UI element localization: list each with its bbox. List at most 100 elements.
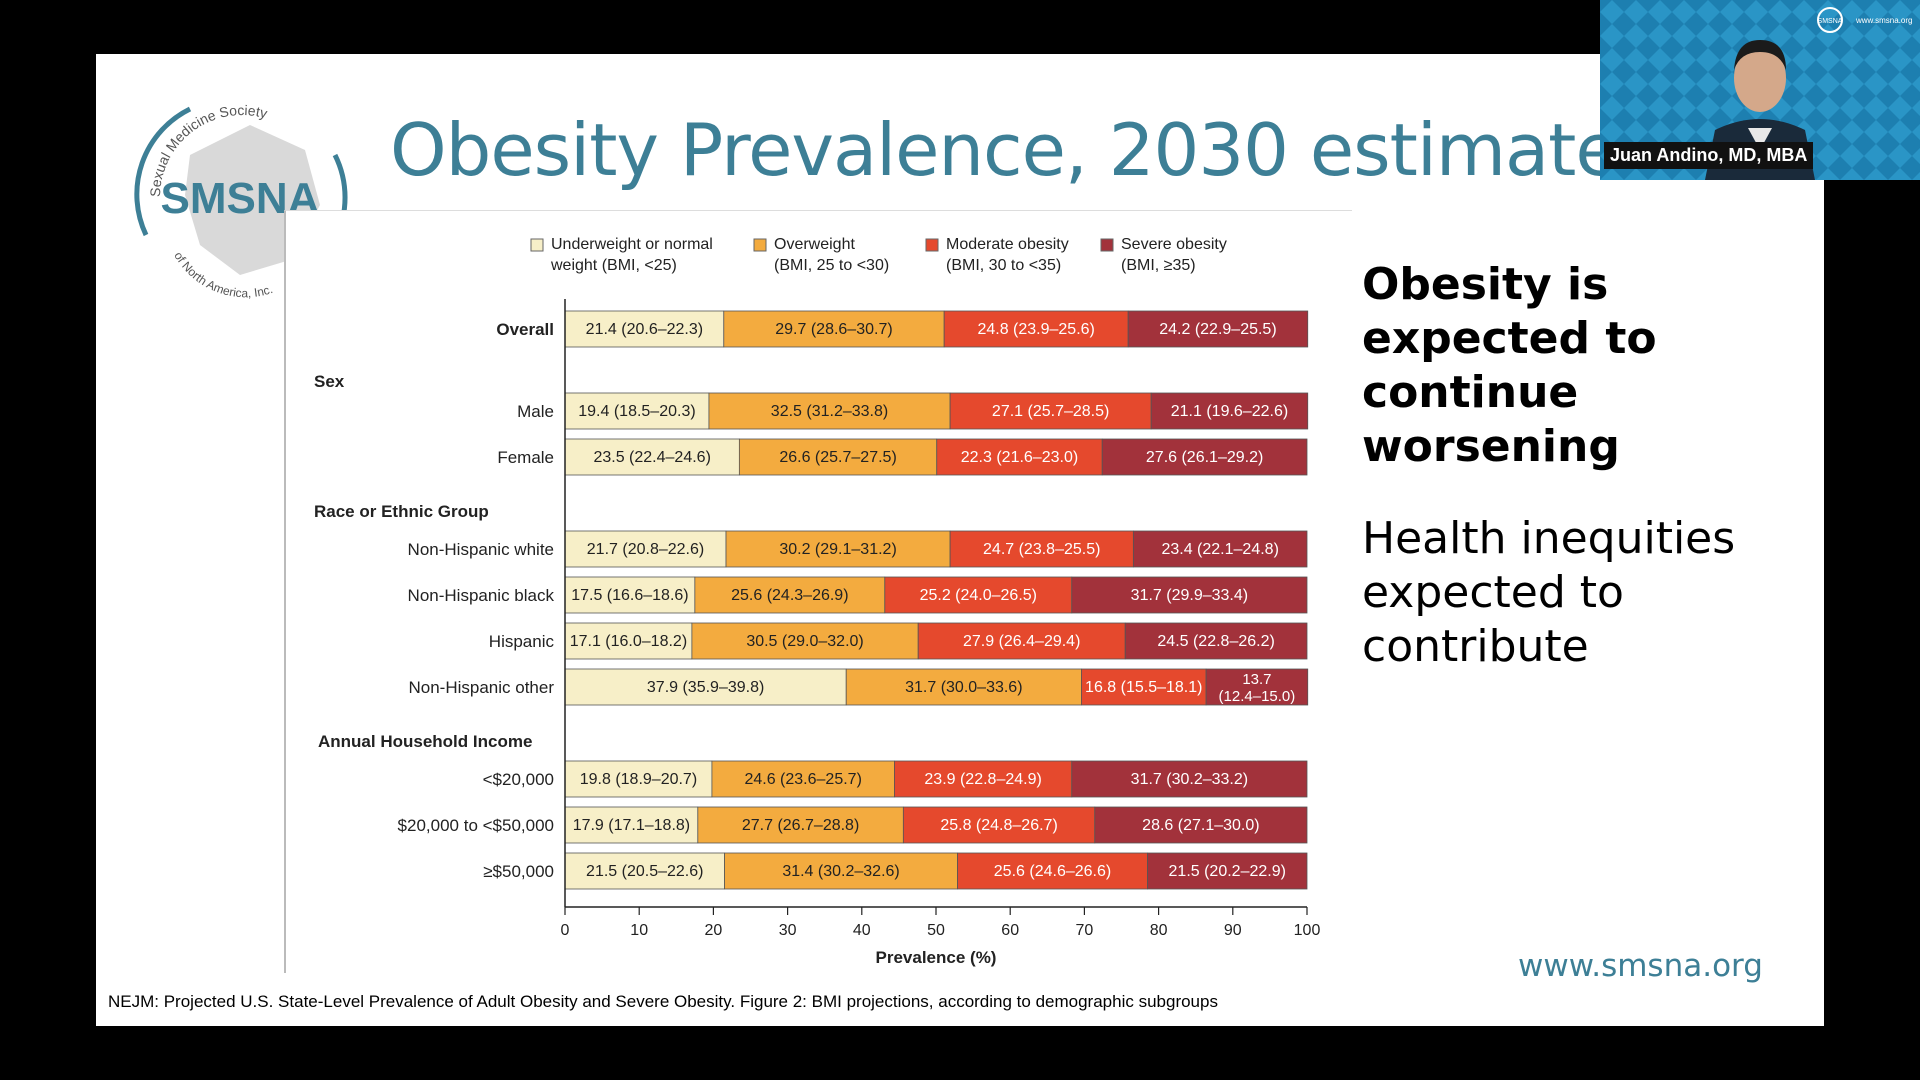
watermark-logo-icon <box>1817 7 1843 33</box>
bar-value-label: 21.5 (20.5–22.6) <box>586 863 703 880</box>
legend-label-2-line2: (BMI, 30 to <35) <box>946 257 1061 274</box>
bar-value-label: 25.8 (24.8–26.7) <box>940 817 1057 834</box>
legend-label-1-line1: Overweight <box>774 236 855 253</box>
row-label: Female <box>497 448 554 467</box>
x-tick-label: 30 <box>779 922 797 939</box>
bar-segment <box>1081 668 1207 706</box>
bar-segment <box>724 852 958 890</box>
bar-value-label: 24.5 (22.8–26.2) <box>1157 633 1274 650</box>
legend-swatch-2 <box>925 238 939 252</box>
x-tick-label: 40 <box>853 922 871 939</box>
group-heading: Sex <box>314 372 345 391</box>
bar-segment <box>943 310 1129 348</box>
bar-value-label: 28.6 (27.1–30.0) <box>1142 817 1259 834</box>
bar-value-label: 17.9 (17.1–18.8) <box>573 817 690 834</box>
bar-value-label: 22.3 (21.6–23.0) <box>961 449 1078 466</box>
bar-value-label: (12.4–15.0) <box>1219 688 1296 705</box>
bar-segment <box>894 760 1073 798</box>
bar-value-label: 29.7 (28.6–30.7) <box>775 321 892 338</box>
x-tick-label: 80 <box>1150 922 1168 939</box>
bar-segment <box>1071 576 1308 614</box>
bar-segment <box>1094 806 1308 844</box>
bar-segment <box>564 760 713 798</box>
legend-label-3-line1: Severe obesity <box>1121 236 1227 253</box>
side-subtext: Health inequities expected to contribute <box>1362 513 1736 672</box>
chart-figure: Underweight or normal weight (BMI, <25) Ov… <box>284 210 1352 973</box>
bar-segment <box>902 806 1096 844</box>
bar-value-label: 23.9 (22.8–24.9) <box>924 771 1041 788</box>
bar-value-label: 21.7 (20.8–22.6) <box>587 541 704 558</box>
bar-segment <box>697 806 904 844</box>
slide-title: Obesity Prevalence, 2030 estimates <box>390 108 1656 192</box>
bar-value-label: 23.4 (22.1–24.8) <box>1161 541 1278 558</box>
bar-value-label: 26.6 (25.7–27.5) <box>779 449 896 466</box>
stacked-bar-chart: Underweight or normal weight (BMI, <25) Ov… <box>314 236 1320 967</box>
bar-segment <box>949 530 1134 568</box>
group-heading: Annual Household Income <box>318 732 532 751</box>
legend-swatch-3 <box>1100 238 1114 252</box>
row-label: Male <box>517 402 554 421</box>
side-heading: Obesity is expected to continue worsenin… <box>1362 259 1657 472</box>
speaker-name-label: Juan Andino, MD, MBA <box>1604 142 1814 169</box>
legend-swatch-1 <box>753 238 767 252</box>
bar-segment <box>694 576 886 614</box>
bar-value-label: 27.9 (26.4–29.4) <box>963 633 1080 650</box>
x-axis-title: Prevalence (%) <box>876 948 997 967</box>
bar-segment <box>564 806 699 844</box>
bar-value-label: 27.6 (26.1–29.2) <box>1146 449 1263 466</box>
bar-segment <box>957 852 1148 890</box>
group-heading: Race or Ethnic Group <box>314 502 489 521</box>
x-tick-label: 20 <box>705 922 723 939</box>
bar-value-label: 24.8 (23.9–25.6) <box>977 321 1094 338</box>
x-tick-label: 10 <box>630 922 648 939</box>
bar-value-label: 27.7 (26.7–28.8) <box>742 817 859 834</box>
bar-segment <box>936 438 1103 476</box>
bar-segment <box>564 576 696 614</box>
website-url[interactable]: www.smsna.org <box>1518 948 1763 984</box>
bar-segment <box>564 310 725 348</box>
legend-label-0-line2: weight (BMI, <25) <box>550 257 677 274</box>
bar-value-label: 30.2 (29.1–31.2) <box>779 541 896 558</box>
bar-segment <box>1127 310 1309 348</box>
bar-value-label: 25.6 (24.6–26.6) <box>994 863 1111 880</box>
bar-value-label: 21.4 (20.6–22.3) <box>586 321 703 338</box>
bar-segment <box>1071 760 1308 798</box>
bar-segment <box>564 852 725 890</box>
legend-label-1-line2: (BMI, 25 to <30) <box>774 257 889 274</box>
bar-value-label: 31.7 (29.9–33.4) <box>1131 587 1248 604</box>
bar-value-label: 19.8 (18.9–20.7) <box>580 771 697 788</box>
bar-segment <box>738 438 938 476</box>
bar-segment <box>691 622 919 660</box>
legend-label-2-line1: Moderate obesity <box>946 236 1069 253</box>
bar-segment <box>564 438 740 476</box>
row-label: ≥$50,000 <box>483 862 554 881</box>
bar-value-label: 31.7 (30.0–33.6) <box>905 679 1022 696</box>
bar-value-label: 24.2 (22.9–25.5) <box>1159 321 1276 338</box>
bar-value-label: 24.7 (23.8–25.5) <box>983 541 1100 558</box>
bar-value-label: 37.9 (35.9–39.8) <box>647 679 764 696</box>
bar-value-label: 16.8 (15.5–18.1) <box>1085 679 1202 696</box>
bar-value-label: 32.5 (31.2–33.8) <box>771 403 888 420</box>
bar-segment <box>1147 852 1308 890</box>
bar-segment <box>1101 438 1308 476</box>
bar-segment <box>949 392 1152 430</box>
x-tick-label: 60 <box>1001 922 1019 939</box>
watermark-logo: SMSNA <box>1818 18 1843 25</box>
x-tick-label: 90 <box>1224 922 1242 939</box>
legend-label-3-line2: (BMI, ≥35) <box>1121 257 1196 274</box>
row-label: Overall <box>496 320 554 339</box>
row-label: Non-Hispanic black <box>408 586 555 605</box>
bar-value-label: 25.6 (24.3–26.9) <box>731 587 848 604</box>
figure-caption: NEJM: Projected U.S. State-Level Prevale… <box>108 992 1218 1011</box>
bar-value-label: 30.5 (29.0–32.0) <box>746 633 863 650</box>
bar-value-label: 13.7 <box>1242 671 1271 688</box>
x-tick-label: 70 <box>1076 922 1094 939</box>
bar-segment <box>917 622 1126 660</box>
bar-segment <box>1150 392 1309 430</box>
bar-value-label: 31.7 (30.2–33.2) <box>1131 771 1248 788</box>
bar-segment <box>564 530 727 568</box>
bar-value-label: 23.5 (22.4–24.6) <box>593 449 710 466</box>
bar-segment <box>725 530 951 568</box>
legend-swatch-0 <box>530 238 544 252</box>
speaker-face <box>1734 44 1786 112</box>
